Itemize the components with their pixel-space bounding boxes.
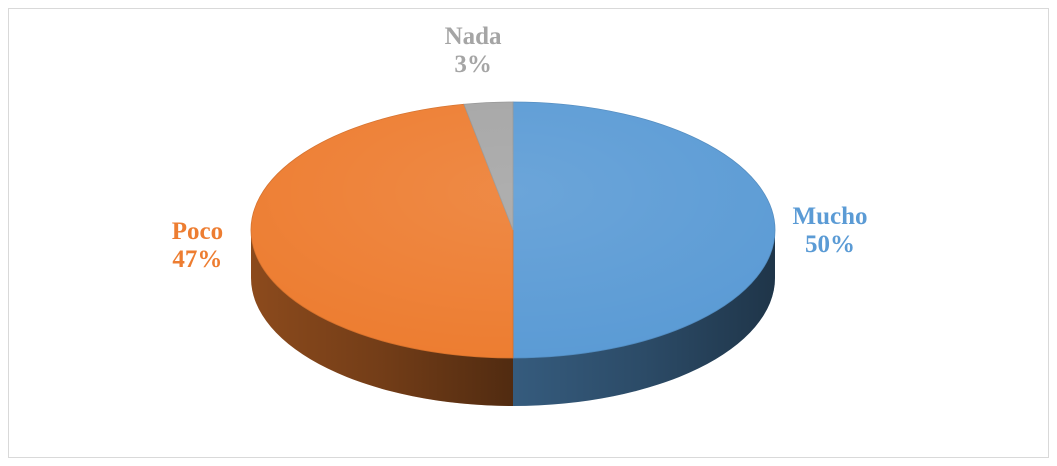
pie-sides [251, 230, 775, 406]
pie-side-shade-mucho [513, 230, 775, 406]
data-label-nada-value: 3% [454, 51, 492, 78]
chart-border [8, 8, 1049, 458]
data-label-poco-name: Poco [172, 218, 223, 245]
data-label-poco-value: 47% [172, 246, 222, 273]
pie-overlay [251, 102, 775, 358]
data-label-mucho-value: 50% [805, 231, 855, 258]
pie-top-shine [251, 102, 775, 358]
data-label-mucho-name: Mucho [793, 203, 868, 230]
pie-side-shade-poco [251, 230, 513, 406]
data-label-nada-name: Nada [445, 23, 502, 50]
